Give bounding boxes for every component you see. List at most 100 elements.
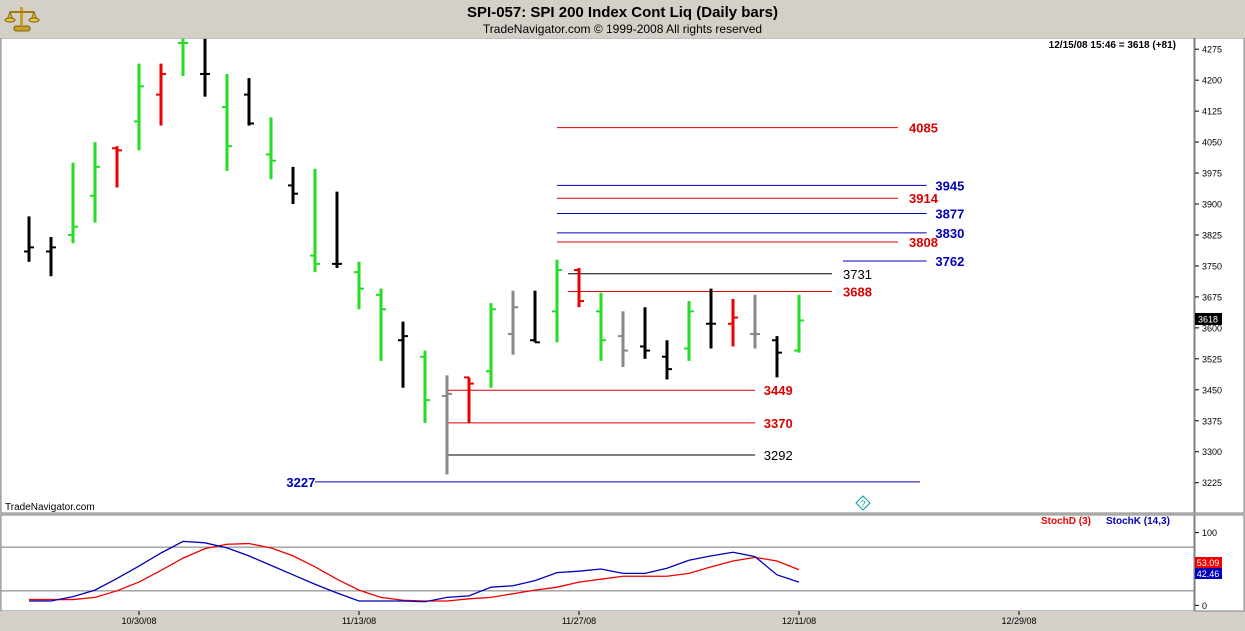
question-diamond-icon[interactable] xyxy=(855,495,871,511)
ohlc-bar xyxy=(728,298,738,347)
price-tick-label: 3450 xyxy=(1202,385,1222,395)
ohlc-bar xyxy=(618,311,628,368)
ohlc-bar xyxy=(794,294,804,353)
ohlc-bar xyxy=(178,38,188,77)
stochd-last-label: 53.09 xyxy=(1197,558,1220,568)
ohlc-bar xyxy=(442,375,452,475)
ohlc-bar xyxy=(90,142,100,223)
ohlc-bar xyxy=(266,117,276,180)
chart-canvas: 12/15/08 15:46 = 3618 (+81) TradeNavigat… xyxy=(0,38,1245,630)
ohlc-bar xyxy=(222,73,232,171)
level-label: 3762 xyxy=(935,254,964,269)
ohlc-bar xyxy=(310,168,320,273)
level-label: 3731 xyxy=(843,267,872,282)
chart-title: SPI-057: SPI 200 Index Cont Liq (Daily b… xyxy=(467,4,778,21)
ohlc-bar xyxy=(354,261,364,310)
price-axis: 3225 3300 3375 3450 3525 3600 3675 3750 3825 3900… xyxy=(1195,45,1222,488)
price-tick-label: 3825 xyxy=(1202,230,1222,240)
stochd-line xyxy=(29,542,800,602)
title-bar: SPI-057: SPI 200 Index Cont Liq (Daily b… xyxy=(0,0,1245,38)
price-tick-label: 4050 xyxy=(1202,138,1222,148)
watermark-label: TradeNavigator.com xyxy=(5,502,95,513)
ohlc-bar xyxy=(772,336,782,378)
last-price-marker: 3618 xyxy=(1195,313,1222,325)
ohlc-bar xyxy=(508,290,518,355)
price-tick-label: 4200 xyxy=(1202,76,1222,86)
oscillator-tick-label: 100 xyxy=(1202,528,1217,538)
price-tick-label: 3300 xyxy=(1202,447,1222,457)
price-panel xyxy=(0,38,1195,514)
ohlc-bar xyxy=(156,63,166,126)
price-tick-label: 3600 xyxy=(1202,323,1222,333)
ohlc-bars xyxy=(24,38,804,475)
price-tick-label: 3750 xyxy=(1202,261,1222,271)
price-tick-label: 3900 xyxy=(1202,200,1222,210)
level-label: 4085 xyxy=(909,121,938,136)
ohlc-bar xyxy=(530,290,540,344)
ohlc-bar xyxy=(596,292,606,361)
oscillator-panel xyxy=(0,514,1195,612)
oscillator-tick-label: 0 xyxy=(1202,601,1207,611)
ohlc-bar xyxy=(464,376,474,423)
ohlc-bar xyxy=(486,303,496,388)
ohlc-bar xyxy=(46,237,56,277)
time-tick-label: 12/11/08 xyxy=(782,616,816,626)
level-label: 3292 xyxy=(764,448,793,463)
price-tick-label: 3675 xyxy=(1202,292,1222,302)
copyright-subtitle: TradeNavigator.com © 1999-2008 All right… xyxy=(482,22,763,36)
level-label: 3808 xyxy=(909,235,938,250)
price-tick-label: 3225 xyxy=(1202,478,1222,488)
level-label: 3227 xyxy=(286,475,315,490)
timestamp-label: 12/15/08 15:46 = 3618 (+81) xyxy=(1049,40,1176,51)
time-tick-label: 12/29/08 xyxy=(1001,616,1036,626)
time-tick-label: 11/13/08 xyxy=(342,616,376,626)
ohlc-bar xyxy=(398,321,408,388)
price-tick-label: 4275 xyxy=(1202,45,1222,55)
time-axis xyxy=(1,611,1194,630)
help-icon[interactable]: ? xyxy=(855,495,871,511)
price-tick-label: 3975 xyxy=(1202,169,1222,179)
ohlc-bar xyxy=(134,63,144,151)
ohlc-bar xyxy=(288,166,298,205)
stochk-last-label: 42.46 xyxy=(1197,569,1220,579)
last-price-box xyxy=(1195,313,1222,325)
ohlc-bar xyxy=(552,259,562,343)
ohlc-bar xyxy=(112,146,122,188)
ohlc-bar xyxy=(684,301,694,361)
price-axis-panel xyxy=(1194,38,1245,514)
ohlc-bar xyxy=(244,78,254,126)
stochd-legend: StochD (3) xyxy=(1041,516,1091,527)
ohlc-bar xyxy=(706,288,716,349)
ohlc-bar xyxy=(24,216,34,262)
level-label: 3688 xyxy=(843,285,872,300)
ohlc-bar xyxy=(574,268,584,308)
level-label: 3877 xyxy=(935,207,964,222)
time-axis-ticks: 10/30/08 11/13/08 11/27/08 12/11/08 12/29/08 xyxy=(121,611,1037,626)
last-price-label: 3618 xyxy=(1198,315,1218,325)
ohlc-bar xyxy=(420,350,430,423)
stochk-line xyxy=(29,540,800,603)
level-label: 3370 xyxy=(764,416,793,431)
level-label: 3914 xyxy=(909,191,939,206)
level-label: 3449 xyxy=(764,383,793,398)
ohlc-bar xyxy=(200,38,210,97)
ohlc-bar xyxy=(332,191,342,268)
stochd-last-box xyxy=(1195,557,1222,568)
oscillator-last-values: 53.09 42.46 xyxy=(1195,557,1222,579)
ohlc-bar xyxy=(68,162,78,244)
level-label: 3830 xyxy=(935,226,964,241)
ohlc-bar xyxy=(640,307,650,359)
stochk-last-box xyxy=(1195,568,1222,579)
ohlc-bar xyxy=(750,294,760,349)
ohlc-bar xyxy=(376,288,386,361)
scales-icon xyxy=(4,7,40,32)
stochk-legend: StochK (14,3) xyxy=(1106,516,1170,527)
price-tick-label: 4125 xyxy=(1202,107,1222,117)
price-tick-label: 3525 xyxy=(1202,354,1222,364)
ohlc-bar xyxy=(662,340,672,380)
price-tick-label: 3375 xyxy=(1202,416,1222,426)
time-tick-label: 11/27/08 xyxy=(562,616,596,626)
level-label: 3945 xyxy=(935,178,964,193)
